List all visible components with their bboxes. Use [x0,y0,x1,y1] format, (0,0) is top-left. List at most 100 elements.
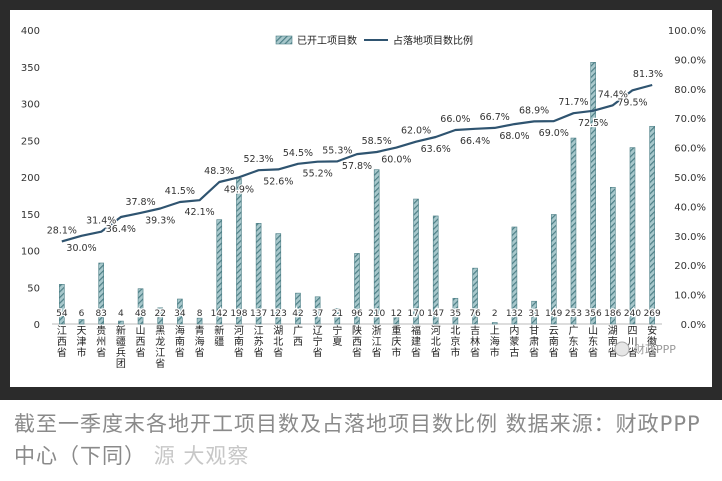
bar-data-label: 253 [565,309,582,319]
y-left-tick-label: 350 [21,63,40,74]
x-tick-label: 吉林省 [470,325,480,359]
x-tick-label: 重庆市 [391,324,401,359]
bar [472,267,478,325]
y-left-tick-label: 200 [21,173,40,184]
y-right-tick-label: 20.0% [674,261,706,272]
x-tick-label: 新疆兵团 [116,324,126,370]
line-data-label: 30.0% [66,243,96,254]
line-data-label: 66.4% [460,136,490,147]
x-tick-label: 天津市 [77,326,87,359]
y-right-tick-label: 100.0% [668,26,706,37]
bar-data-label: 198 [230,309,247,319]
bar [373,169,380,325]
bar-data-label: 42 [292,309,303,319]
line-data-label: 37.8% [125,197,155,208]
bar-data-label: 31 [528,309,539,319]
bar-data-label: 142 [211,309,228,319]
bar-data-label: 132 [506,309,523,319]
y-left-tick-label: 100 [21,247,40,258]
bar [531,300,537,325]
bar [137,288,144,325]
bar [570,137,577,325]
bar-data-label: 210 [368,309,385,319]
bar-data-label: 96 [351,309,363,319]
bar [59,284,65,325]
bar [78,319,85,325]
watermark-text: 财政PPP [634,342,676,356]
bar [118,320,124,325]
line-data-label: 55.2% [303,169,333,180]
line-data-label: 68.9% [519,105,549,116]
y-right-tick-label: 80.0% [674,85,706,96]
line-data-label: 57.8% [342,161,372,172]
caption-text: 截至一季度末各地开工项目数及占落地项目数比例 数据来源：财政PPP中心（下同） [14,412,701,468]
ratio-line [61,83,653,243]
y-left-tick-label: 400 [21,26,40,37]
bar-data-label: 54 [56,309,68,319]
line-data-label: 49.9% [224,184,254,195]
x-tick-label: 广西 [293,325,303,348]
y-right-tick-label: 30.0% [674,232,706,243]
bar-data-label: 34 [174,309,186,319]
bar-data-label: 269 [644,309,661,319]
x-tick-label: 上海市 [490,325,500,359]
bar [452,297,459,325]
y-right-tick-label: 10.0% [674,291,706,302]
x-tick-label: 湖北省 [273,325,283,359]
line-data-label: 60.0% [381,155,411,166]
bar-data-label: 240 [624,309,641,319]
bar-data-label: 21 [332,309,343,319]
x-tick-label: 内蒙古 [509,324,519,359]
chart-frame: 0 50 100 150 200 250 300 350 400 0.0% 10.0% 20.0% 30… [0,0,722,400]
bar-data-label: 83 [95,309,106,319]
x-tick-label: 福建省 [411,324,421,359]
bar-data-label: 2 [492,309,498,319]
x-tick-label: 新疆 [214,324,224,348]
bar [98,262,104,325]
y-left-tick-label: 50 [27,283,40,294]
line-data-label: 69.0% [539,128,569,139]
bar-data-label: 12 [391,309,402,319]
bar-data-label: 147 [427,309,444,319]
x-tick-label: 湖南省 [608,325,618,359]
line-data-label: 66.7% [480,112,510,123]
bar-data-label: 76 [469,309,481,319]
line-data-label: 31.4% [86,216,116,227]
x-tick-label: 江西省 [57,325,67,359]
y-right-tick-label: 50.0% [674,173,706,184]
y-left-tick-label: 300 [21,100,40,111]
x-tick-label: 四川省 [627,326,637,359]
y-right-tick-label: 40.0% [674,202,706,213]
line-data-label: 52.6% [263,176,293,187]
line-data-label: 36.4% [106,224,136,235]
y-left-tick-label: 250 [21,136,40,147]
x-tick-label: 甘肃省 [529,324,539,359]
caption-watermark: 源 大观察 [153,444,250,468]
bar-data-label: 4 [118,309,124,319]
line-data-label: 48.3% [204,166,234,177]
line-data-label: 42.1% [184,207,214,218]
bar-data-label: 8 [197,309,203,319]
bar [275,233,282,325]
y-left-tick-label: 150 [21,210,40,221]
bar-data-label: 35 [450,309,461,319]
line-data-label: 58.5% [362,136,392,147]
x-tick-label: 青海省 [195,324,205,359]
y-left-tick-label: 0 [34,320,40,331]
bar [590,62,596,325]
bar-data-label: 123 [270,309,287,319]
line-data-label: 74.4% [598,89,628,100]
bar-data-label: 137 [250,309,267,319]
legend-bar-label: 已开工项目数 [297,34,357,47]
x-tick-label: 云南省 [549,326,559,359]
x-tick-label: 安徽省 [647,324,657,359]
bar [354,253,360,325]
x-tick-label: 河南省 [234,325,244,359]
line-data-label: 68.0% [499,131,529,142]
bar [629,147,636,325]
bar [295,292,301,325]
bar-data-label: 37 [312,309,323,319]
bar [413,198,419,325]
line-data-label: 66.0% [440,114,470,125]
wechat-logo-icon [614,341,630,357]
